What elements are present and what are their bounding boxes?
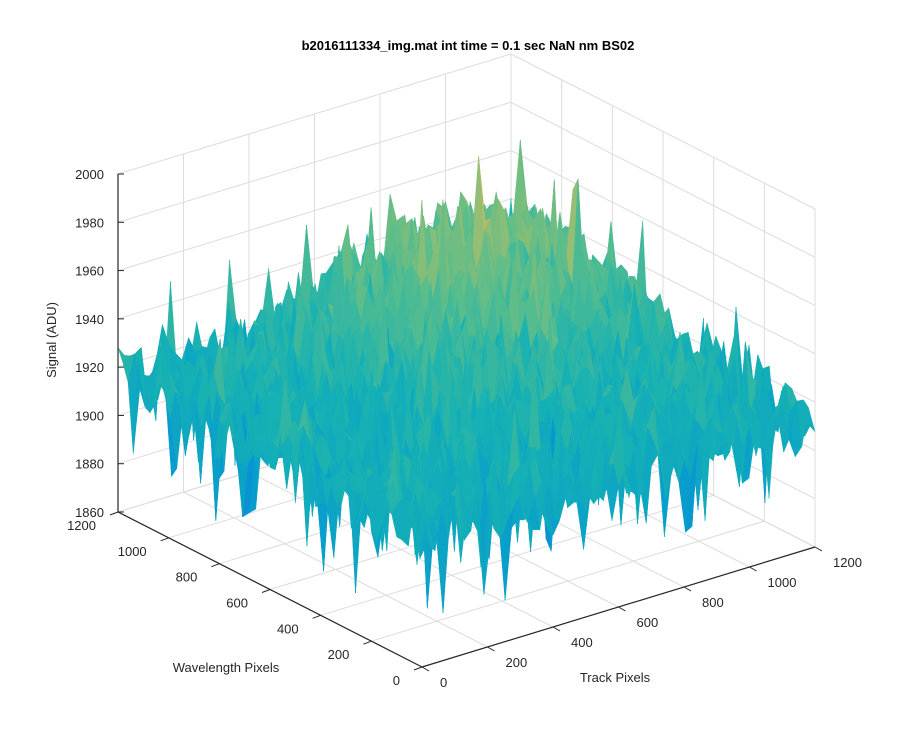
x-tick-label: 0	[440, 675, 447, 690]
x-tick-label: 1200	[833, 555, 862, 570]
grid-line	[510, 150, 816, 307]
z-tick-label: 2000	[75, 167, 104, 182]
y-tick-label: 1000	[118, 544, 147, 559]
x-tick-label: 1000	[768, 575, 797, 590]
chart-title: b2016111334_img.mat int time = 0.1 sec N…	[302, 38, 635, 53]
y-tick-mark	[109, 511, 119, 516]
grid-line	[117, 150, 512, 272]
x-tick-mark	[683, 586, 692, 592]
x-tick-mark	[618, 606, 626, 612]
x-axis-label: Track Pixels	[580, 670, 651, 685]
grid-line	[510, 101, 816, 258]
x-tick-label: 400	[571, 635, 593, 650]
y-tick-mark	[160, 537, 169, 542]
y-tick-mark	[211, 563, 220, 568]
surface-patch	[416, 511, 429, 565]
y-axis-label: Wavelength Pixels	[173, 660, 280, 675]
surface-plot	[117, 139, 816, 614]
y-tick-label: 600	[226, 596, 248, 611]
z-tick-label: 1860	[75, 505, 104, 520]
y-tick-mark	[261, 589, 271, 593]
z-tick-label: 1920	[75, 360, 104, 375]
z-axis-label: Signal (ADU)	[44, 302, 59, 378]
y-tick-mark	[312, 614, 321, 619]
z-tick-label: 1900	[75, 408, 104, 423]
y-tick-mark	[363, 640, 372, 645]
y-tick-label: 800	[176, 570, 198, 585]
grid-line	[320, 494, 714, 616]
x-tick-mark	[814, 546, 823, 552]
z-tick-label: 1880	[75, 457, 104, 472]
grid-line	[371, 520, 765, 642]
z-tick-label: 1980	[75, 215, 104, 230]
z-tick-label: 1960	[75, 264, 104, 279]
y-tick-label: 1200	[67, 518, 96, 533]
y-tick-label: 200	[328, 647, 350, 662]
x-tick-label: 200	[506, 655, 528, 670]
y-tick-label: 0	[393, 673, 400, 688]
x-tick-label: 600	[637, 615, 659, 630]
x-tick-mark	[749, 566, 757, 572]
grid-line	[117, 101, 512, 223]
x-tick-mark	[421, 666, 430, 672]
y-tick-label: 400	[277, 621, 299, 636]
x-tick-mark	[552, 626, 561, 632]
grid-line	[117, 53, 512, 175]
axes	[109, 173, 823, 672]
y-tick-mark	[413, 666, 423, 671]
x-tick-mark	[487, 646, 495, 652]
x-tick-label: 800	[702, 595, 724, 610]
z-tick-label: 1940	[75, 312, 104, 327]
tick-labels: 0 200 400 600 800 1000 1200 0 200 400 600 800 1000 12…	[67, 167, 862, 690]
grid-line	[510, 53, 816, 210]
